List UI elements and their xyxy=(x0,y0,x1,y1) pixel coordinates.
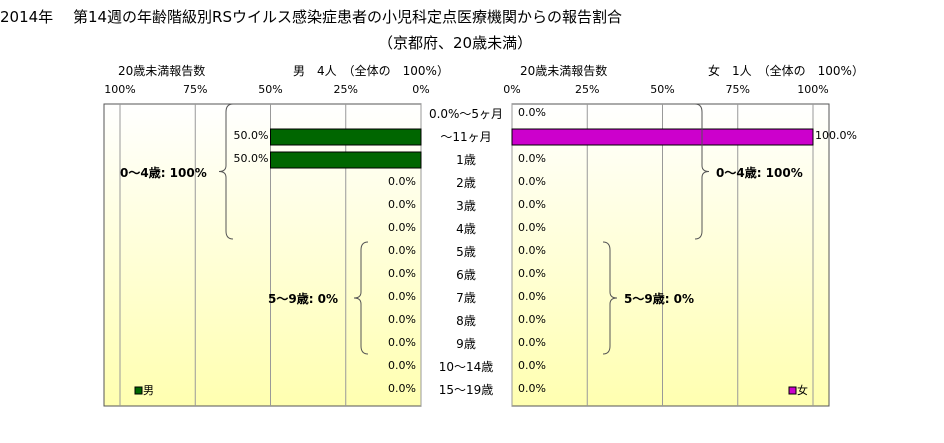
female-tick-label: 75% xyxy=(725,83,750,96)
male-legend-swatch xyxy=(134,386,143,395)
male-value-label: 0.0% xyxy=(388,175,416,188)
age-category-label: 10～14歳 xyxy=(438,360,494,374)
male-tick-label: 0% xyxy=(412,83,430,96)
female-value-label: 0.0% xyxy=(518,198,546,211)
female-tick-label: 25% xyxy=(575,83,600,96)
age-category-label: 8歳 xyxy=(456,314,476,328)
female-value-label: 0.0% xyxy=(518,267,546,280)
chart-subtitle: （京都府、20歳未満） xyxy=(378,34,533,52)
male-value-label: 50.0% xyxy=(233,152,269,165)
age-category-label: 6歳 xyxy=(456,268,476,282)
male-tick-label: 75% xyxy=(183,83,208,96)
female-group-label: 5～9歳: 0% xyxy=(624,292,695,306)
female-tick-label: 50% xyxy=(650,83,675,96)
female-value-label: 0.0% xyxy=(518,290,546,303)
female-value-label: 100.0% xyxy=(815,129,857,142)
male-value-label: 0.0% xyxy=(388,290,416,303)
age-category-label: 4歳 xyxy=(456,222,476,236)
female-group-brace xyxy=(602,241,618,355)
female-value-label: 0.0% xyxy=(518,244,546,257)
female-value-label: 0.0% xyxy=(518,336,546,349)
age-category-label: 7歳 xyxy=(456,291,476,305)
female-value-label: 0.0% xyxy=(518,152,546,165)
age-category-label: 2歳 xyxy=(456,176,476,190)
male-group-brace xyxy=(218,103,234,240)
female-value-label: 0.0% xyxy=(518,106,546,119)
female-tick-label: 0% xyxy=(503,83,521,96)
age-category-label: ～11ヶ月 xyxy=(440,130,492,144)
age-category-label: 0.0%～5ヶ月 xyxy=(428,107,504,121)
female-value-label: 0.0% xyxy=(518,175,546,188)
age-category-label: 9歳 xyxy=(456,337,476,351)
age-category-label: 5歳 xyxy=(456,245,476,259)
female-value-label: 0.0% xyxy=(518,221,546,234)
age-category-label: 3歳 xyxy=(456,199,476,213)
female-legend-label: 女 xyxy=(797,384,808,397)
female-plot-area xyxy=(511,103,830,407)
age-category-label: 15～19歳 xyxy=(438,383,494,397)
female-header-right: 女 1人 （全体の 100%） xyxy=(708,64,864,78)
male-value-label: 50.0% xyxy=(233,129,269,142)
male-value-label: 0.0% xyxy=(388,198,416,211)
female-bar xyxy=(511,128,814,146)
male-group-label: 5～9歳: 0% xyxy=(268,292,339,306)
age-category-label: 1歳 xyxy=(456,153,476,167)
male-value-label: 0.0% xyxy=(388,267,416,280)
male-tick-label: 50% xyxy=(258,83,283,96)
male-group-label: 0～4歳: 100% xyxy=(120,165,207,180)
male-bar xyxy=(270,151,422,169)
female-value-label: 0.0% xyxy=(518,359,546,372)
male-tick-label: 100% xyxy=(104,83,136,96)
female-value-label: 0.0% xyxy=(518,382,546,395)
male-value-label: 0.0% xyxy=(388,336,416,349)
male-header-right: 男 4人 （全体の 100%） xyxy=(293,64,449,78)
female-group-label: 0～4歳: 100% xyxy=(716,165,803,180)
male-legend-label: 男 xyxy=(143,384,154,397)
chart-title: 2014年 第14週の年齢階級別RSウイルス感染症患者の小児科定点医療機関からの… xyxy=(0,8,622,26)
female-legend-swatch xyxy=(788,386,797,395)
male-value-label: 0.0% xyxy=(388,382,416,395)
male-group-brace xyxy=(353,241,369,355)
male-value-label: 0.0% xyxy=(388,221,416,234)
male-value-label: 0.0% xyxy=(388,313,416,326)
male-value-label: 0.0% xyxy=(388,359,416,372)
female-value-label: 0.0% xyxy=(518,313,546,326)
male-bar xyxy=(270,128,422,146)
female-tick-label: 100% xyxy=(797,83,829,96)
male-tick-label: 25% xyxy=(333,83,358,96)
male-plot-area xyxy=(103,103,422,407)
male-value-label: 0.0% xyxy=(388,244,416,257)
female-header-left: 20歳未満報告数 xyxy=(520,64,608,78)
male-header-left: 20歳未満報告数 xyxy=(118,64,206,78)
female-group-brace xyxy=(694,103,710,240)
